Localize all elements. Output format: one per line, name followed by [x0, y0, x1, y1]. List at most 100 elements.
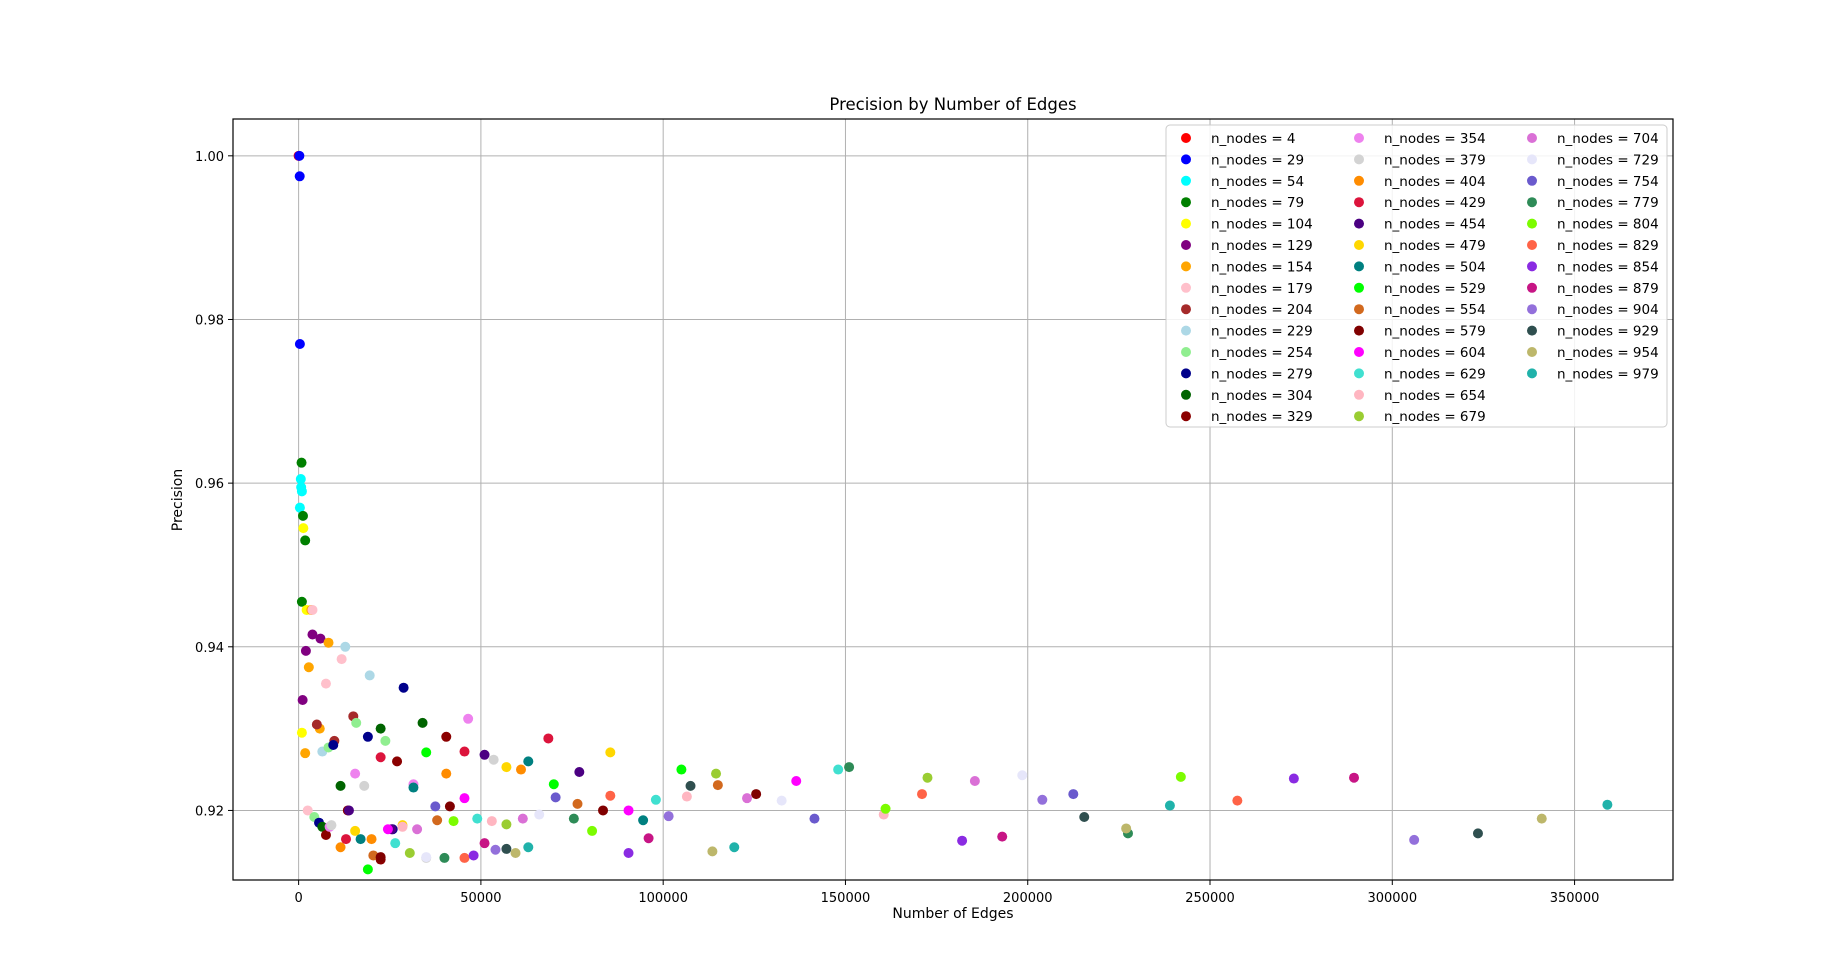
legend-label: n_nodes = 754 — [1557, 174, 1659, 190]
data-point — [1175, 771, 1186, 782]
data-point — [523, 756, 534, 767]
y-axis-label: Precision — [170, 469, 186, 531]
legend-marker — [1181, 368, 1191, 379]
legend-label: n_nodes = 254 — [1211, 345, 1313, 361]
data-point — [543, 733, 554, 744]
data-point — [1472, 828, 1483, 839]
data-point — [300, 748, 311, 759]
data-point — [1121, 823, 1132, 834]
data-point — [375, 852, 386, 863]
legend-label: n_nodes = 554 — [1384, 302, 1486, 318]
legend-marker — [1354, 175, 1364, 186]
data-point — [295, 474, 306, 485]
data-point — [681, 791, 692, 802]
legend-marker — [1354, 347, 1364, 357]
data-point — [643, 833, 654, 844]
data-point — [307, 604, 318, 615]
legend-label: n_nodes = 4 — [1211, 131, 1296, 147]
data-point — [297, 694, 308, 705]
legend-marker — [1181, 347, 1191, 357]
data-point — [501, 819, 512, 830]
data-point — [300, 645, 311, 656]
data-point — [1037, 794, 1048, 805]
legend-marker — [1181, 304, 1191, 315]
data-point — [359, 780, 370, 791]
data-point — [663, 811, 674, 822]
legend-marker — [1527, 133, 1537, 143]
data-point — [375, 752, 386, 763]
legend-label: n_nodes = 379 — [1384, 152, 1486, 168]
legend-label: n_nodes = 604 — [1384, 345, 1486, 361]
legend-marker — [1181, 175, 1191, 186]
legend-marker — [1181, 389, 1191, 400]
data-point — [335, 842, 346, 853]
data-point — [1288, 773, 1299, 784]
data-point — [1536, 813, 1547, 824]
legend-marker — [1181, 133, 1191, 143]
legend-marker — [1181, 218, 1191, 229]
data-point — [957, 835, 968, 846]
legend-marker — [1354, 261, 1364, 272]
legend-label: n_nodes = 54 — [1211, 174, 1304, 190]
legend-label: n_nodes = 979 — [1557, 366, 1659, 382]
legend-label: n_nodes = 179 — [1211, 281, 1313, 297]
data-point — [676, 764, 687, 775]
legend-marker — [1181, 411, 1191, 422]
legend-label: n_nodes = 879 — [1557, 281, 1659, 297]
data-point — [390, 838, 401, 849]
y-tick-label: 0.92 — [195, 804, 224, 819]
data-point — [294, 502, 305, 513]
legend-label: n_nodes = 854 — [1557, 259, 1659, 275]
legend-marker — [1527, 261, 1537, 272]
legend-label: n_nodes = 204 — [1211, 302, 1313, 318]
data-point — [751, 789, 762, 800]
data-point — [534, 809, 545, 820]
legend-marker — [1527, 304, 1537, 315]
data-point — [297, 510, 308, 521]
data-point — [375, 723, 386, 734]
y-tick-label: 0.98 — [195, 313, 224, 328]
data-point — [791, 775, 802, 786]
data-point — [397, 821, 408, 832]
legend-label: n_nodes = 954 — [1557, 345, 1659, 361]
legend-label: n_nodes = 329 — [1211, 409, 1313, 425]
data-point — [638, 815, 649, 826]
data-point — [729, 842, 740, 853]
data-point — [311, 719, 322, 730]
data-point — [421, 852, 432, 863]
data-point — [343, 805, 354, 816]
data-point — [922, 772, 933, 783]
legend: n_nodes = 4 n_nodes = 29 n_nodes = 54 n_nod… — [1165, 124, 1668, 428]
data-point — [364, 670, 375, 681]
legend-marker — [1181, 240, 1191, 250]
x-axis-ticks: 0 50000 100000 150000 200000 250000 300000 3500… — [294, 880, 1599, 906]
data-point — [441, 731, 452, 742]
data-point — [303, 662, 314, 673]
data-point — [605, 790, 616, 801]
legend-marker — [1181, 197, 1191, 208]
data-point — [441, 768, 452, 779]
data-point — [355, 834, 366, 845]
legend-marker — [1354, 154, 1364, 165]
data-point — [432, 815, 443, 826]
plot-frame — [232, 118, 1674, 881]
data-point — [685, 780, 696, 791]
legend-label: n_nodes = 154 — [1211, 259, 1313, 275]
data-point — [479, 749, 490, 760]
data-point — [468, 850, 479, 861]
data-point — [408, 782, 419, 793]
data-point — [323, 637, 334, 648]
legend-label: n_nodes = 654 — [1384, 388, 1486, 404]
data-point — [296, 486, 307, 497]
legend-label: n_nodes = 129 — [1211, 238, 1313, 254]
data-point — [707, 846, 718, 857]
data-point — [421, 747, 432, 758]
legend-label: n_nodes = 479 — [1384, 238, 1486, 254]
data-point — [294, 339, 305, 350]
legend-label: n_nodes = 354 — [1384, 131, 1486, 147]
legend-marker — [1354, 282, 1364, 293]
data-point — [296, 596, 307, 607]
data-point — [548, 779, 559, 790]
data-point — [463, 713, 474, 724]
legend-label: n_nodes = 679 — [1384, 409, 1486, 425]
